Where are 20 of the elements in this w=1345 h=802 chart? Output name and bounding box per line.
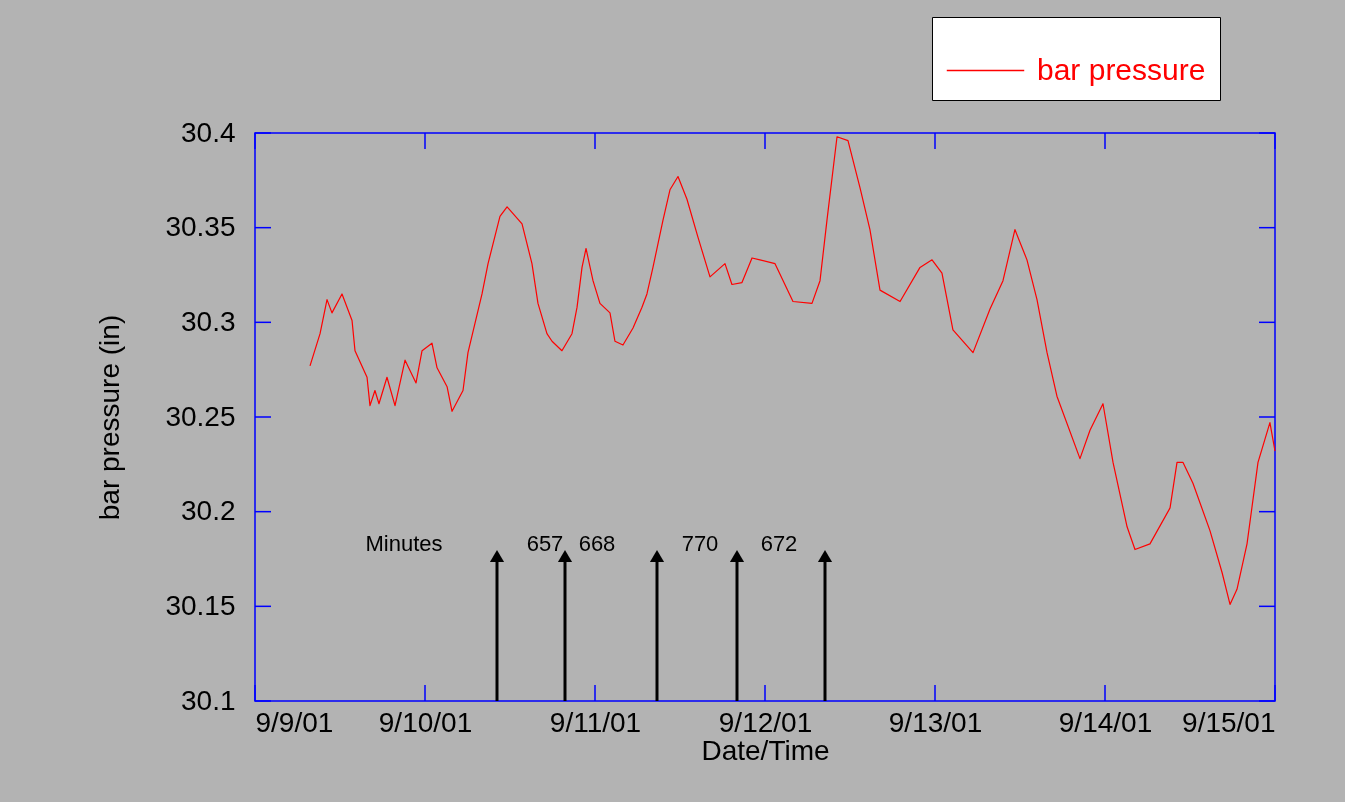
- y-tick-label: 30.15: [165, 589, 236, 621]
- annotation: 668: [578, 531, 616, 556]
- annotation: Minutes: [365, 531, 443, 556]
- x-tick-label: 9/15/01: [1182, 706, 1276, 738]
- annotation: 672: [760, 531, 798, 556]
- y-tick-label: 30.1: [181, 684, 236, 716]
- y-tick-label: 30.3: [181, 305, 236, 337]
- x-tick-label: 9/13/01: [888, 706, 983, 738]
- y-tick-label: 30.4: [181, 116, 236, 148]
- legend-label: bar pressure: [1037, 52, 1206, 86]
- y-tick-label: 30.2: [181, 495, 236, 527]
- y-tick-label: 30.25: [165, 400, 236, 432]
- annotation: 657: [526, 531, 564, 556]
- x-tick-label: 9/10/01: [378, 706, 473, 738]
- x-tick-label: 9/9/01: [255, 706, 334, 738]
- y-axis-title: bar pressure (in): [94, 314, 126, 521]
- x-tick-label: 9/11/01: [549, 706, 642, 738]
- x-tick-label: 9/14/01: [1058, 706, 1153, 738]
- y-tick-label: 30.35: [165, 211, 236, 243]
- annotation: 770: [681, 531, 719, 556]
